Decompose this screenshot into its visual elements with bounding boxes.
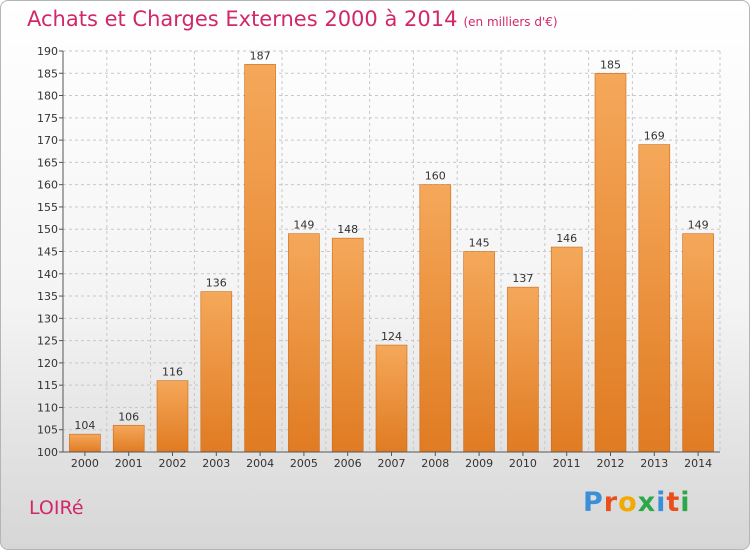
logo-letter: i (680, 487, 691, 518)
bar (156, 380, 189, 453)
logo-letter: P (583, 487, 604, 518)
y-tick-label: 125 (37, 335, 58, 348)
y-tick-label: 165 (37, 156, 58, 169)
x-tick-label: 2002 (159, 457, 187, 470)
proxiti-logo: Proxiti (583, 487, 691, 518)
x-tick-label: 2007 (378, 457, 406, 470)
bar-value-label: 106 (118, 410, 139, 423)
logo-letter: x (637, 487, 657, 518)
bar-value-label: 145 (469, 237, 490, 250)
axes (59, 50, 720, 456)
y-tick-label: 105 (37, 424, 58, 437)
logo-letter: i (656, 487, 667, 518)
bar (200, 291, 233, 453)
x-tick-label: 2004 (246, 457, 274, 470)
logo-letter: r (603, 487, 619, 518)
bar (69, 433, 101, 453)
x-tick-label: 2006 (334, 457, 362, 470)
logo-letter: o (618, 487, 638, 518)
x-tick-label: 2012 (597, 457, 625, 470)
y-tick-label: 100 (37, 446, 58, 459)
y-tick-label: 115 (37, 379, 58, 392)
y-tick-label: 190 (37, 45, 58, 58)
bar-value-label: 185 (600, 58, 621, 71)
y-tick-label: 120 (37, 357, 58, 370)
y-tick-label: 110 (37, 401, 58, 414)
bar (288, 233, 320, 453)
bar-value-label: 149 (293, 219, 314, 232)
bar (419, 184, 452, 453)
bar (682, 233, 714, 453)
y-tick-label: 180 (37, 90, 58, 103)
x-tick-label: 2009 (465, 457, 493, 470)
bar (507, 286, 539, 453)
x-tick-label: 2005 (290, 457, 318, 470)
bars (69, 64, 714, 453)
bar-value-label: 124 (381, 330, 402, 343)
y-tick-label: 185 (37, 67, 58, 80)
bar-value-label: 104 (74, 419, 95, 432)
bar-value-label: 116 (162, 366, 183, 379)
y-tick-label: 140 (37, 268, 58, 281)
bar-value-label: 137 (512, 272, 533, 285)
bar (550, 246, 583, 453)
chart-title-text: Achats et Charges Externes 2000 à 2014 (27, 7, 458, 31)
bar-value-label: 187 (250, 49, 271, 62)
y-tick-label: 155 (37, 201, 58, 214)
bar-value-label: 146 (556, 232, 577, 245)
y-tick-label: 130 (37, 312, 58, 325)
x-tick-label: 2008 (421, 457, 449, 470)
x-tick-label: 2001 (115, 457, 143, 470)
bar-value-label: 169 (644, 130, 665, 143)
chart-title: Achats et Charges Externes 2000 à 2014 (e… (27, 7, 558, 31)
y-tick-label: 150 (37, 223, 58, 236)
bar (638, 144, 671, 453)
bar-value-label: 148 (337, 223, 358, 236)
logo-letter: t (666, 487, 681, 518)
y-tick-label: 170 (37, 134, 58, 147)
bar-value-label: 160 (425, 170, 446, 183)
x-tick-label: 2011 (553, 457, 581, 470)
x-tick-label: 2014 (684, 457, 712, 470)
x-tick-label: 2000 (71, 457, 99, 470)
y-tick-label: 175 (37, 112, 58, 125)
bar (244, 64, 276, 453)
bar (112, 424, 145, 453)
bar-value-label: 136 (206, 277, 227, 290)
chart-unit: (en milliers d'€) (463, 15, 558, 29)
bar (331, 237, 364, 453)
bar (594, 72, 627, 453)
x-tick-label: 2010 (509, 457, 537, 470)
y-tick-label: 135 (37, 290, 58, 303)
y-tick-label: 160 (37, 179, 58, 192)
bar (463, 251, 495, 453)
labels: 100 105 110 115 120 125 130 135 140 145 150 155 160 1… (37, 45, 712, 470)
x-tick-label: 2013 (640, 457, 668, 470)
bar-value-label: 149 (688, 219, 709, 232)
y-tick-label: 145 (37, 246, 58, 259)
bar (375, 344, 408, 453)
place-name: LOIRé (29, 497, 84, 519)
x-tick-label: 2003 (202, 457, 230, 470)
